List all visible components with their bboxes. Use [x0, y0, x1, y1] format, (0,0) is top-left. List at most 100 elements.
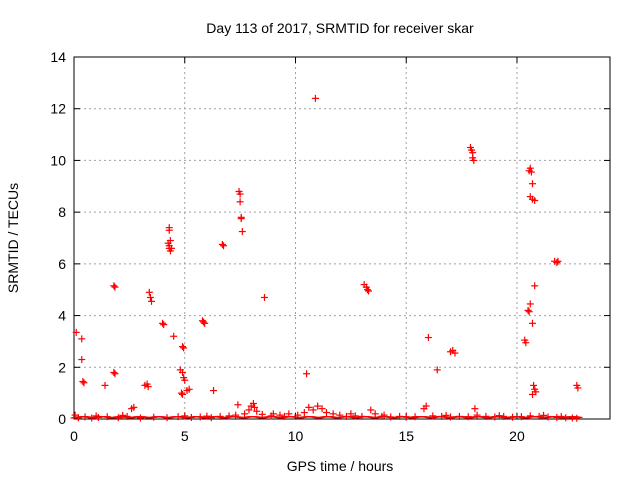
y-tick-label: 0	[58, 411, 66, 427]
data-point	[322, 409, 330, 417]
tick-labels: 0 2 4 6 8 10 12 14 0 5 10 15 20	[50, 49, 525, 444]
data-point	[380, 411, 388, 419]
data-points	[70, 94, 583, 422]
data-point	[314, 402, 322, 410]
data-point	[119, 411, 127, 419]
y-tick-label: 6	[58, 256, 66, 272]
data-point	[146, 293, 154, 301]
data-point	[525, 308, 533, 316]
data-point	[110, 368, 118, 376]
data-point	[177, 389, 185, 397]
data-point	[165, 226, 173, 234]
data-point	[528, 319, 536, 327]
y-tick-label: 4	[58, 308, 66, 324]
data-point	[367, 406, 375, 414]
data-point	[181, 376, 189, 384]
data-point	[201, 319, 209, 327]
data-point	[234, 401, 242, 409]
data-point	[530, 381, 538, 389]
data-point	[573, 414, 581, 422]
data-point	[371, 410, 379, 418]
x-tick-label: 5	[181, 428, 189, 444]
data-point	[527, 168, 535, 176]
data-point	[451, 349, 459, 357]
data-point	[241, 410, 249, 418]
data-point	[300, 409, 308, 417]
grid	[74, 57, 610, 419]
x-tick-label: 15	[398, 428, 414, 444]
data-point	[185, 385, 193, 393]
data-point	[200, 318, 208, 326]
data-point	[72, 328, 80, 336]
data-point	[160, 321, 168, 329]
baseline-points	[70, 416, 583, 419]
data-point	[111, 370, 119, 378]
data-point	[179, 390, 187, 398]
data-point	[363, 286, 371, 294]
y-tick-label: 12	[50, 101, 66, 117]
data-point	[329, 410, 337, 418]
data-point	[111, 283, 119, 291]
data-point	[101, 381, 109, 389]
data-point	[236, 198, 244, 206]
data-point	[303, 370, 311, 378]
data-point	[574, 384, 582, 392]
data-point	[210, 387, 218, 395]
x-axis-label: GPS time / hours	[287, 458, 394, 474]
data-point	[144, 383, 152, 391]
data-point	[318, 405, 326, 413]
data-point	[179, 368, 187, 376]
data-point	[531, 282, 539, 290]
data-point	[528, 390, 536, 398]
data-point	[260, 293, 268, 301]
data-point	[526, 164, 534, 172]
y-tick-label: 8	[58, 204, 66, 220]
data-point	[218, 240, 226, 248]
data-point	[424, 334, 432, 342]
data-point	[554, 257, 562, 265]
x-tick-label: 0	[70, 428, 78, 444]
data-point	[238, 228, 246, 236]
data-point	[130, 403, 138, 411]
data-point	[524, 306, 532, 314]
data-point	[433, 366, 441, 374]
data-point	[136, 414, 144, 422]
data-point	[167, 244, 175, 252]
data-point	[170, 332, 178, 340]
data-point	[159, 319, 167, 327]
data-point	[225, 412, 233, 420]
y-axis-label: SRMTID / TECUs	[5, 183, 21, 293]
data-point	[422, 402, 430, 410]
chart-title: Day 113 of 2017, SRMTID for receiver ska…	[206, 20, 474, 36]
data-point	[166, 237, 174, 245]
data-point	[495, 412, 503, 420]
data-point	[470, 156, 478, 164]
data-point	[78, 335, 86, 343]
plot-frame	[73, 56, 611, 420]
data-point	[553, 259, 561, 267]
data-point	[148, 297, 156, 305]
data-point	[311, 94, 319, 102]
data-point	[203, 412, 211, 420]
x-tick-label: 20	[509, 428, 525, 444]
data-point	[531, 197, 539, 205]
data-point	[258, 410, 266, 418]
data-point	[237, 215, 245, 223]
data-point	[251, 403, 259, 411]
data-point	[528, 180, 536, 188]
data-point	[79, 378, 87, 386]
data-point	[236, 190, 244, 198]
y-tick-label: 14	[50, 49, 66, 65]
data-point	[253, 407, 261, 415]
data-point	[180, 344, 188, 352]
data-point	[526, 300, 534, 308]
data-point	[309, 406, 317, 414]
y-tick-label: 10	[50, 152, 66, 168]
data-point	[249, 399, 257, 407]
x-tick-label: 10	[288, 428, 304, 444]
data-point	[78, 356, 86, 364]
data-point	[305, 403, 313, 411]
data-point	[110, 282, 118, 290]
